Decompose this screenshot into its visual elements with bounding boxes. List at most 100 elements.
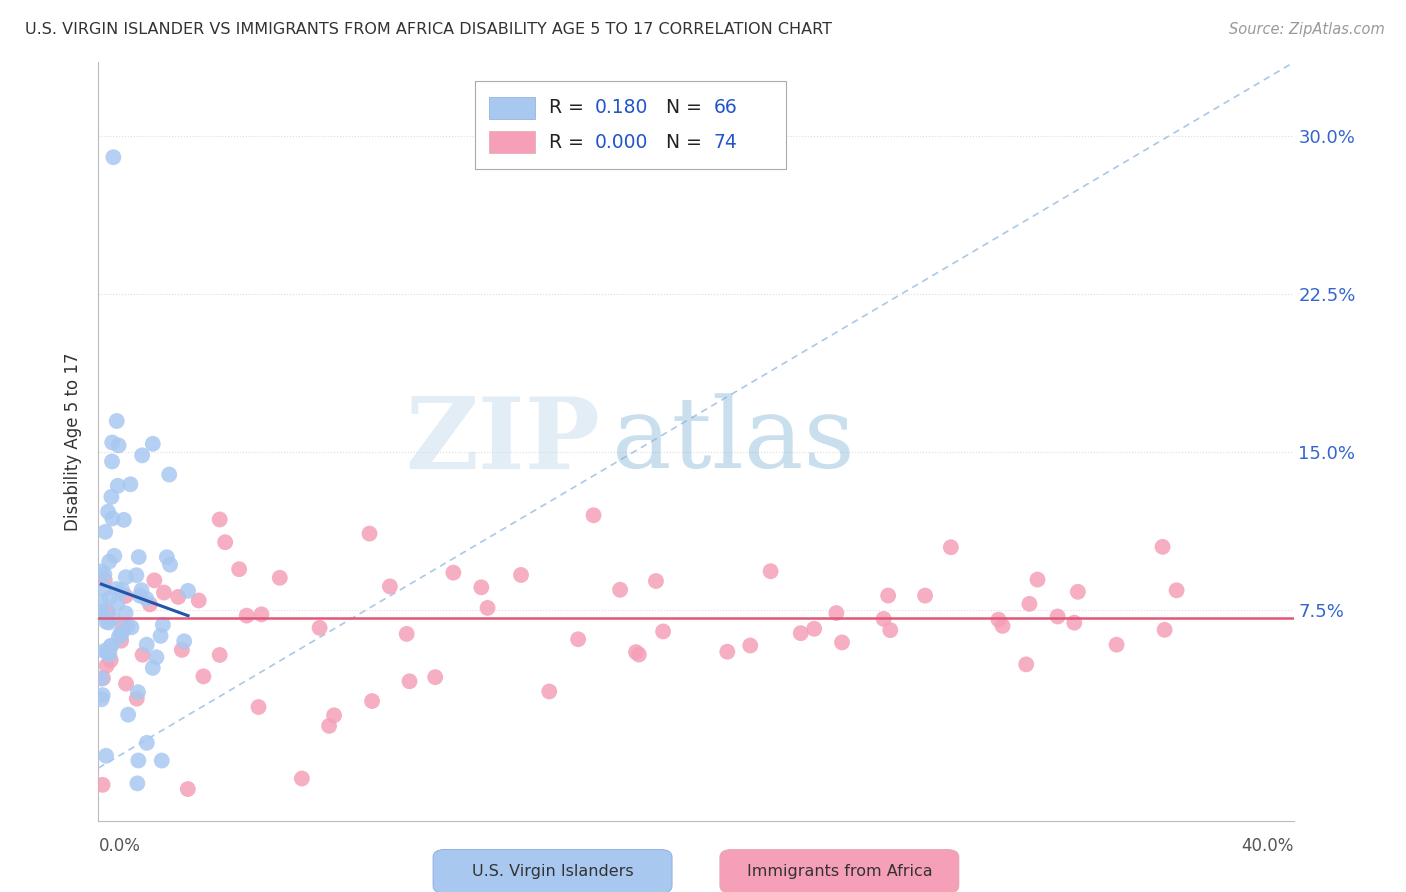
Point — [135, 591, 157, 606]
Point — [235, 608, 257, 623]
Point — [101, 611, 124, 625]
Point — [117, 707, 139, 722]
Point — [103, 549, 125, 563]
Point — [645, 574, 668, 588]
Point — [93, 582, 115, 596]
Point — [94, 524, 117, 539]
Point — [115, 570, 138, 584]
Point — [214, 535, 236, 549]
Point — [247, 700, 270, 714]
Point — [128, 589, 150, 603]
Point — [90, 595, 112, 609]
Point — [91, 688, 114, 702]
Text: 0.0%: 0.0% — [98, 838, 141, 855]
Point — [111, 583, 134, 598]
Point — [759, 564, 782, 578]
Text: Source: ZipAtlas.com: Source: ZipAtlas.com — [1229, 22, 1385, 37]
Point — [96, 645, 118, 659]
FancyBboxPatch shape — [433, 849, 672, 892]
Point — [177, 583, 200, 598]
Point — [538, 684, 561, 698]
Point — [208, 512, 231, 526]
Point — [91, 778, 114, 792]
Point — [142, 437, 165, 451]
Point — [1153, 623, 1175, 637]
FancyBboxPatch shape — [489, 97, 534, 119]
Point — [740, 639, 762, 653]
Point — [96, 615, 118, 629]
Text: 66: 66 — [714, 98, 738, 118]
Point — [398, 674, 420, 689]
Point — [193, 669, 215, 683]
Point — [803, 622, 825, 636]
Point — [101, 511, 124, 525]
FancyBboxPatch shape — [720, 849, 959, 892]
Point — [877, 589, 900, 603]
Point — [100, 490, 122, 504]
Point — [1046, 609, 1069, 624]
Text: 0.180: 0.180 — [595, 98, 648, 118]
Text: 0.000: 0.000 — [595, 133, 648, 152]
Point — [94, 748, 117, 763]
Point — [98, 648, 121, 662]
Point — [139, 597, 162, 611]
Point — [131, 448, 153, 462]
Point — [159, 558, 181, 572]
Point — [359, 526, 381, 541]
Point — [143, 574, 166, 588]
Point — [97, 606, 120, 620]
Point — [103, 150, 125, 164]
Point — [135, 736, 157, 750]
Point — [98, 591, 121, 606]
Point — [987, 613, 1010, 627]
Point — [1105, 638, 1128, 652]
Point — [1063, 615, 1085, 630]
Point — [110, 627, 132, 641]
Point — [98, 555, 121, 569]
Point — [135, 638, 157, 652]
Point — [93, 567, 115, 582]
Point — [425, 670, 447, 684]
Text: R =: R = — [548, 133, 591, 152]
Point — [177, 782, 200, 797]
Point — [131, 648, 153, 662]
Point — [120, 477, 142, 491]
Point — [157, 467, 180, 482]
FancyBboxPatch shape — [475, 81, 786, 169]
Point — [1166, 583, 1188, 598]
Text: 40.0%: 40.0% — [1241, 838, 1294, 855]
Point — [101, 454, 124, 468]
Point — [105, 414, 128, 428]
Text: 74: 74 — [714, 133, 738, 152]
Point — [939, 541, 962, 555]
Point — [378, 579, 401, 593]
Point — [308, 621, 330, 635]
Point — [105, 582, 128, 596]
Point — [90, 564, 112, 578]
Point — [127, 685, 149, 699]
Point — [624, 645, 647, 659]
Point — [97, 505, 120, 519]
Point — [1026, 573, 1049, 587]
Point — [872, 612, 894, 626]
Text: R =: R = — [548, 98, 591, 118]
Point — [107, 438, 129, 452]
Point — [112, 513, 135, 527]
Point — [100, 640, 122, 654]
Point — [156, 550, 179, 565]
Point — [114, 589, 136, 603]
Text: atlas: atlas — [613, 393, 855, 490]
Point — [441, 566, 464, 580]
Point — [173, 634, 195, 648]
FancyBboxPatch shape — [489, 131, 534, 153]
Point — [510, 568, 533, 582]
Point — [93, 644, 115, 658]
Point — [115, 676, 138, 690]
Point — [145, 650, 167, 665]
Point — [153, 585, 176, 599]
Point — [91, 607, 114, 621]
Point — [90, 604, 112, 618]
Point — [609, 582, 631, 597]
Point — [250, 607, 273, 622]
Point — [152, 617, 174, 632]
